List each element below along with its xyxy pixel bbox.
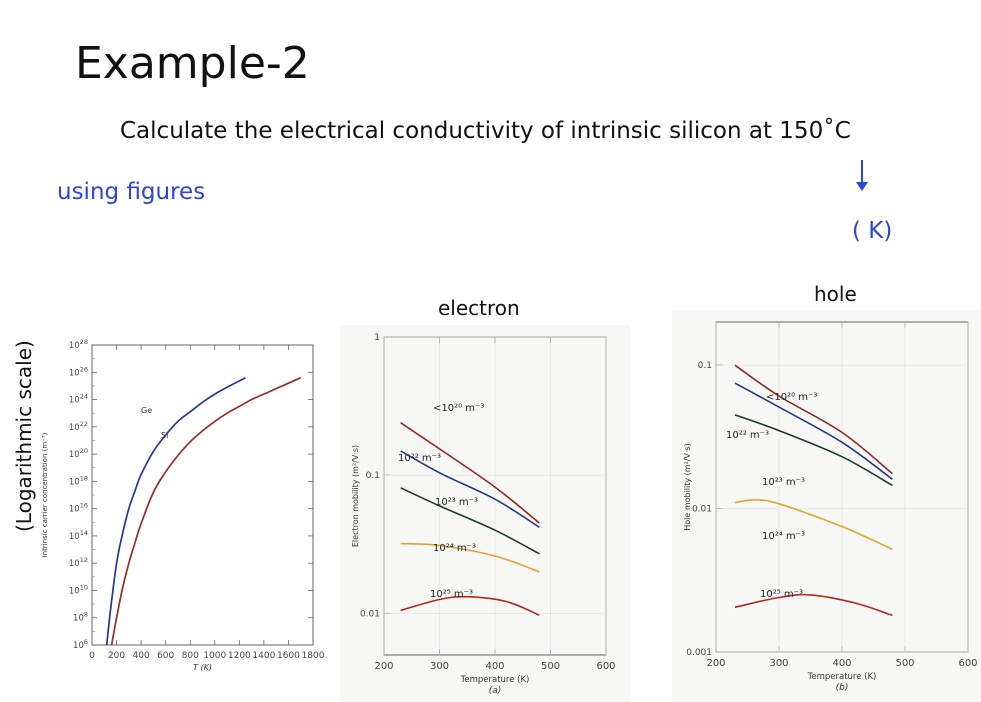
series-label: 10²⁴ m⁻³ (433, 543, 476, 554)
series-line (400, 487, 540, 555)
x-axis-title: T (K) (193, 663, 212, 672)
series-line-ge (105, 376, 246, 646)
y-tick-label: 1014 (69, 529, 88, 542)
series-label: <10²⁰ m⁻³ (766, 392, 817, 403)
electron-mobility-chart: 200 300 400 500 600 1 0.1 0.01 <10²⁰ m⁻³ 10²² m⁻³… (340, 325, 630, 702)
y-tick-label: 106 (73, 638, 88, 651)
y-axis-title: Electron mobility (m²/V·s) (351, 445, 360, 547)
y-tick-label: 1016 (69, 502, 88, 515)
y-tick-label: 1024 (69, 393, 88, 406)
y-axis-title: Intrinsic carrier concentration (m⁻³) (41, 432, 49, 557)
x-axis-title: Temperature (K) (460, 675, 530, 685)
scan-background (340, 325, 630, 702)
series-line (400, 450, 540, 528)
hole-mobility-chart: 200 300 400 500 600 0.1 0.01 0.001 <10²⁰ m⁻³ 10²²… (672, 310, 981, 702)
chart-sublabel: (a) (489, 686, 502, 696)
plot-frame (91, 344, 314, 646)
x-tick-label: 400 (832, 658, 851, 669)
x-tick-label: 400 (133, 651, 150, 661)
scan-background (672, 310, 981, 702)
series-label: 10²³ m⁻³ (762, 477, 805, 488)
x-tick-label: 300 (430, 661, 449, 672)
x-tick-label: 500 (895, 658, 914, 669)
series-label-ge: Ge (141, 406, 152, 415)
x-tick-label: 1000 (203, 651, 226, 661)
carrier-concentration-chart: 0 200 400 600 800 1000 1200 1400 1600 1800 106 108 1… (41, 338, 325, 672)
series-line (734, 499, 893, 551)
chart-sublabel: (b) (836, 683, 849, 693)
y-tick-label: 1020 (69, 447, 88, 460)
y-tick-label: 0.01 (360, 609, 380, 619)
x-tick-label: 300 (769, 658, 788, 669)
down-arrow-icon (856, 160, 868, 191)
x-tick-label: 1800 (302, 651, 325, 661)
series-line-si (110, 376, 302, 646)
series-label: 10²⁵ m⁻³ (430, 589, 473, 600)
x-tick-label: 200 (706, 658, 725, 669)
series-label: 10²⁴ m⁻³ (762, 531, 805, 542)
x-tick-label: 500 (541, 661, 560, 672)
series-line (400, 542, 540, 573)
y-tick-label: 1018 (69, 474, 88, 487)
y-tick-label: 1012 (69, 556, 88, 569)
electron-label: electron (438, 296, 520, 320)
y-tick-label: 1 (374, 333, 380, 343)
series-line (734, 364, 893, 475)
x-tick-label: 1600 (277, 651, 300, 661)
hint-text: using figures (57, 179, 206, 205)
y-tick-label: 0.001 (686, 648, 712, 658)
x-tick-label: 200 (374, 661, 393, 672)
hole-label: hole (814, 282, 857, 306)
y-tick-label: 1028 (69, 338, 88, 351)
kelvin-note: ( K) (852, 218, 893, 244)
x-tick-label: 200 (108, 651, 125, 661)
y-tick-label: 0.1 (366, 471, 380, 481)
x-axis-title: Temperature (K) (807, 672, 877, 682)
series-line (400, 422, 540, 524)
x-tick-label: 600 (596, 661, 615, 672)
x-tick-label: 1400 (252, 651, 275, 661)
series-label-si: Si (161, 431, 168, 440)
x-tick-label: 600 (157, 651, 174, 661)
y-tick-label: 1026 (69, 365, 88, 378)
task-text: Calculate the electrical conductivity of… (120, 118, 851, 144)
y-tick-label: 0.01 (692, 505, 712, 515)
y-tick-label: 0.1 (698, 361, 712, 371)
series-line (400, 595, 540, 616)
x-tick-label: 1200 (228, 651, 251, 661)
y-axis-title: Hole mobility (m²/V·s) (683, 443, 692, 531)
series-label: <10²⁰ m⁻³ (433, 403, 484, 414)
series-label: 10²³ m⁻³ (435, 497, 478, 508)
x-tick-label: 800 (182, 651, 199, 661)
y-tick-label: 1010 (69, 583, 88, 596)
x-tick-label: 400 (485, 661, 504, 672)
x-tick-label: 600 (958, 658, 977, 669)
slide-title: Example-2 (75, 38, 310, 89)
y-tick-label: 1022 (69, 420, 88, 433)
y-tick-label: 108 (73, 611, 88, 624)
x-tick-label: 0 (89, 651, 95, 661)
series-label: 10²² m⁻³ (398, 453, 441, 464)
series-label: 10²⁵ m⁻³ (760, 589, 803, 600)
series-label: 10²² m⁻³ (726, 430, 769, 441)
series-line (734, 593, 893, 617)
series-line (734, 414, 893, 487)
series-line (734, 382, 893, 480)
